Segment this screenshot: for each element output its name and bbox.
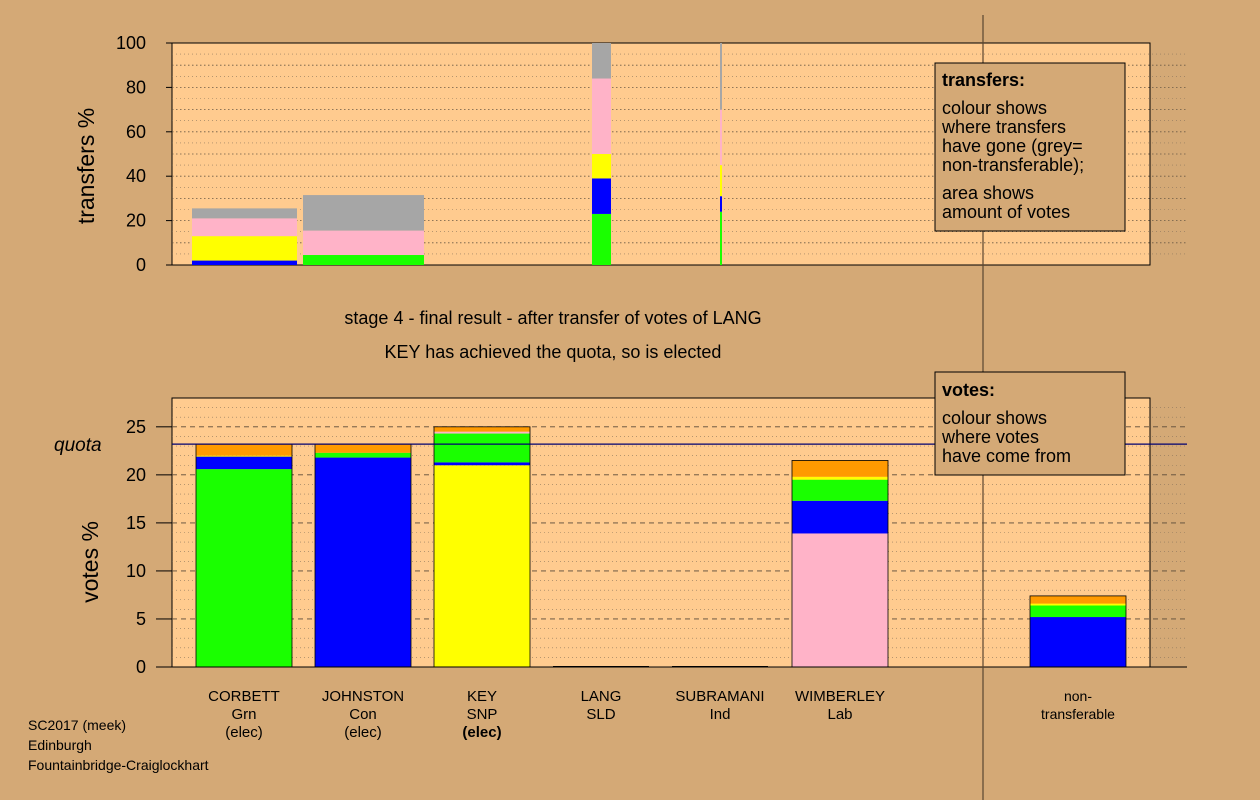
footer-line: Fountainbridge-Craiglockhart xyxy=(28,757,209,773)
transfer-segment-yellow xyxy=(720,165,722,197)
transfers-key-line: where transfers xyxy=(941,117,1066,137)
candidate-status: (elec) xyxy=(344,724,382,741)
transfer-segment-yellow xyxy=(192,236,297,261)
y-tick-label: 60 xyxy=(126,122,146,142)
transfer-segment-blue xyxy=(592,178,611,214)
transfers-key-line: colour shows xyxy=(942,98,1047,118)
y-tick-label: 25 xyxy=(126,417,146,437)
candidate-party: transferable xyxy=(1041,706,1115,722)
candidate-name: SUBRAMANI xyxy=(675,688,764,705)
transfers-bars xyxy=(192,43,722,265)
transfer-segment-pink xyxy=(192,218,297,237)
candidate-party: SNP xyxy=(467,706,498,723)
transfers-key-title: transfers: xyxy=(942,70,1025,90)
transfer-segment-yellow xyxy=(592,154,611,179)
candidate-party: Lab xyxy=(827,706,852,723)
footer: SC2017 (meek) Edinburgh Fountainbridge-C… xyxy=(28,717,209,773)
quota-label: quota xyxy=(54,435,102,456)
transfer-segment-blue xyxy=(192,260,297,265)
vote-segment-yellow xyxy=(434,465,530,667)
candidate-name: JOHNSTON xyxy=(322,688,404,705)
vote-segment-green xyxy=(792,479,888,501)
transfers-key-line: non-transferable); xyxy=(942,155,1084,175)
candidate-name: KEY xyxy=(467,688,497,705)
y-tick-label: 10 xyxy=(126,561,146,581)
vote-segment-yellow xyxy=(1030,603,1126,606)
candidate-labels: CORBETTGrn(elec)JOHNSTONCon(elec)KEYSNP(… xyxy=(208,688,1115,741)
transfer-segment-blue xyxy=(720,196,722,212)
candidate-status: (elec) xyxy=(225,724,263,741)
y-tick-label: 0 xyxy=(136,255,146,275)
transfer-segment-grey xyxy=(720,43,722,110)
vote-segment-pink xyxy=(792,533,888,667)
transfers-key-box xyxy=(934,62,1126,232)
transfers-key-line: amount of votes xyxy=(942,202,1070,222)
votes-key-line: where votes xyxy=(941,427,1039,447)
candidate-party: Ind xyxy=(710,706,731,723)
transfers-y-ticks: 0 20 40 60 80 100 xyxy=(116,33,172,275)
footer-line: SC2017 (meek) xyxy=(28,717,126,733)
candidate-party: Con xyxy=(349,706,377,723)
vote-segment-blue xyxy=(315,457,411,667)
candidate-party: Grn xyxy=(231,706,256,723)
transfer-segment-pink xyxy=(592,78,611,154)
candidate-name: CORBETT xyxy=(208,688,280,705)
vote-segment-blue xyxy=(434,462,530,466)
transfer-segment-grey xyxy=(303,195,424,231)
y-tick-label: 15 xyxy=(126,513,146,533)
transfer-segment-pink xyxy=(720,109,722,166)
vote-segment-orange xyxy=(196,444,292,456)
y-tick-label: 20 xyxy=(126,465,146,485)
candidate-status: (elec) xyxy=(462,724,501,741)
y-tick-label: 5 xyxy=(136,609,146,629)
vote-segment-pink xyxy=(434,431,530,434)
votes-key-box xyxy=(934,371,1126,476)
votes-gridlines xyxy=(172,407,1187,658)
vote-segment-green xyxy=(196,469,292,667)
y-tick-label: 0 xyxy=(136,657,146,677)
candidate-party: SLD xyxy=(586,706,615,723)
votes-y-axis-label: votes % xyxy=(77,521,103,603)
vote-segment-green xyxy=(315,452,411,458)
transfer-segment-grey xyxy=(192,208,297,219)
transfers-key-line: have gone (grey= xyxy=(942,136,1083,156)
transfer-segment-green xyxy=(303,255,424,265)
vote-segment-blue xyxy=(1030,617,1126,667)
transfer-segment-green xyxy=(592,213,611,265)
transfers-y-axis-label: transfers % xyxy=(73,108,99,224)
votes-y-ticks: 0 5 10 15 20 25 xyxy=(126,417,172,677)
y-tick-label: 40 xyxy=(126,166,146,186)
candidate-name: LANG xyxy=(581,688,622,705)
transfer-segment-grey xyxy=(592,43,611,79)
vote-segment-green xyxy=(434,433,530,463)
votes-key-title: votes: xyxy=(942,380,995,400)
transfer-segment-pink xyxy=(303,230,424,256)
candidate-name: non- xyxy=(1064,688,1092,704)
transfer-segment-green xyxy=(720,211,722,265)
vote-segment-green xyxy=(1030,605,1126,618)
y-tick-label: 20 xyxy=(126,211,146,231)
votes-bars xyxy=(195,426,1127,668)
transfers-key: transfers: colour shows where transfers … xyxy=(934,62,1126,232)
stage-result: KEY has achieved the quota, so is electe… xyxy=(385,342,722,362)
vote-segment-yellow xyxy=(196,455,292,457)
vote-segment-orange xyxy=(1030,595,1126,604)
vote-segment-orange xyxy=(315,444,411,453)
vote-segment-yellow xyxy=(792,476,888,480)
stage-title: stage 4 - final result - after transfer … xyxy=(344,308,761,328)
vote-segment-blue xyxy=(792,500,888,534)
footer-line: Edinburgh xyxy=(28,737,92,753)
vote-segment-orange xyxy=(792,460,888,477)
y-tick-label: 100 xyxy=(116,33,146,53)
votes-key-line: colour shows xyxy=(942,408,1047,428)
candidate-name: WIMBERLEY xyxy=(795,688,885,705)
votes-key: votes: colour shows where votes have com… xyxy=(934,371,1126,476)
vote-segment-blue xyxy=(196,456,292,470)
y-tick-label: 80 xyxy=(126,77,146,97)
vote-segment-orange xyxy=(434,426,530,432)
votes-key-line: have come from xyxy=(942,446,1071,466)
transfers-key-line: area shows xyxy=(942,183,1034,203)
